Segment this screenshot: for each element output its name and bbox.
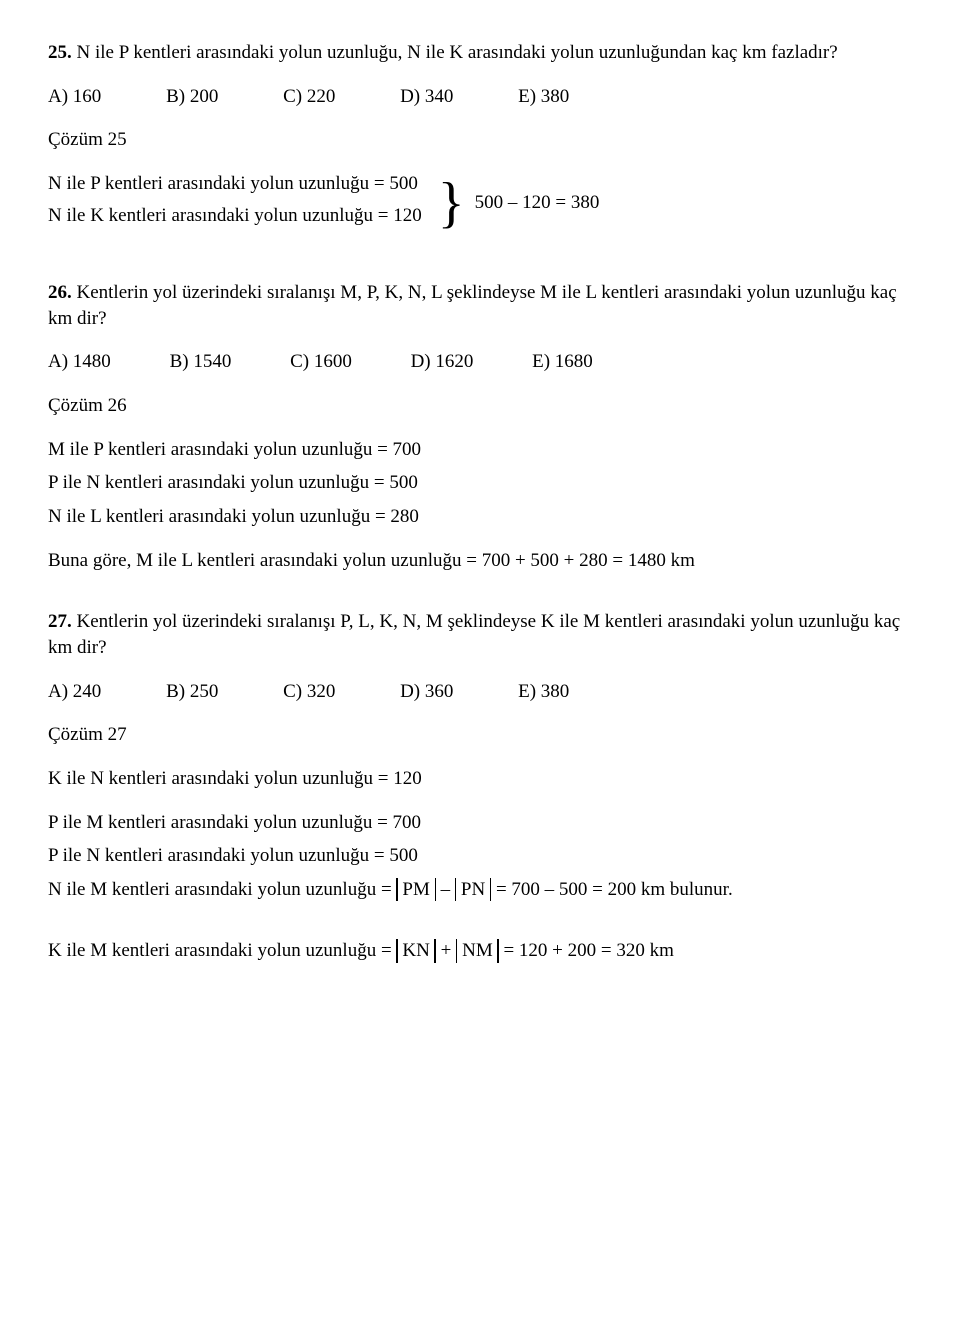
- q27-opt-b: B) 250: [166, 679, 218, 705]
- q27-line2: P ile M kentleri arasındaki yolun uzunlu…: [48, 810, 912, 836]
- q26-opt-a: A) 1480: [48, 349, 111, 375]
- q26-line1: M ile P kentleri arasındaki yolun uzunlu…: [48, 437, 912, 463]
- q27-opt-c: C) 320: [283, 679, 335, 705]
- q27-opt-e: E) 380: [518, 679, 569, 705]
- q26-line2: P ile N kentleri arasındaki yolun uzunlu…: [48, 470, 912, 496]
- q27-km-line: K ile M kentleri arasındaki yolun uzunlu…: [48, 938, 912, 964]
- abs-pm: PM: [396, 877, 435, 903]
- q25-opt-b: B) 200: [166, 84, 218, 110]
- q26-number: 26.: [48, 282, 72, 303]
- q25-solution-bracket: N ile P kentleri arasındaki yolun uzunlu…: [48, 171, 912, 234]
- q27-question: 27. Kentlerin yol üzerindeki sıralanışı …: [48, 609, 912, 660]
- q27-km-post: = 120 + 200 = 320 km: [503, 940, 673, 961]
- q26-opt-d: D) 1620: [411, 349, 474, 375]
- q25-diff: 500 – 120 = 380: [475, 190, 600, 216]
- q26-options: A) 1480 B) 1540 C) 1600 D) 1620 E) 1680: [48, 349, 912, 375]
- q27-nm-post: = 700 – 500 = 200 km bulunur.: [496, 879, 733, 900]
- q25-opt-e: E) 380: [518, 84, 569, 110]
- q26-solution-label: Çözüm 26: [48, 393, 912, 419]
- q25-question: 25. N ile P kentleri arasındaki yolun uz…: [48, 40, 912, 66]
- q27-nm-line: N ile M kentleri arasındaki yolun uzunlu…: [48, 877, 912, 903]
- q26-text: Kentlerin yol üzerindeki sıralanışı M, P…: [48, 282, 897, 329]
- q25-number: 25.: [48, 42, 72, 63]
- q27-km-pre: K ile M kentleri arasındaki yolun uzunlu…: [48, 940, 396, 961]
- q26-opt-e: E) 1680: [532, 349, 593, 375]
- q26-sum: Buna göre, M ile L kentleri arasındaki y…: [48, 548, 912, 574]
- minus-sign: –: [441, 879, 455, 900]
- q26-question: 26. Kentlerin yol üzerindeki sıralanışı …: [48, 280, 912, 331]
- q27-number: 27.: [48, 611, 72, 632]
- q27-line1: K ile N kentleri arasındaki yolun uzunlu…: [48, 766, 912, 792]
- q27-line3: P ile N kentleri arasındaki yolun uzunlu…: [48, 843, 912, 869]
- q27-nm-pre: N ile M kentleri arasındaki yolun uzunlu…: [48, 879, 396, 900]
- q27-text: Kentlerin yol üzerindeki sıralanışı P, L…: [48, 611, 900, 658]
- q25-opt-a: A) 160: [48, 84, 101, 110]
- q27-solution-label: Çözüm 27: [48, 722, 912, 748]
- q26-opt-c: C) 1600: [290, 349, 352, 375]
- q26-line3: N ile L kentleri arasındaki yolun uzunlu…: [48, 504, 912, 530]
- plus-sign: +: [441, 940, 456, 961]
- q25-solution-label: Çözüm 25: [48, 127, 912, 153]
- abs-nm: NM: [456, 938, 499, 964]
- q25-text: N ile P kentleri arasındaki yolun uzunlu…: [77, 42, 838, 63]
- abs-pn: PN: [455, 877, 491, 903]
- q26-opt-b: B) 1540: [170, 349, 232, 375]
- q25-line1: N ile P kentleri arasındaki yolun uzunlu…: [48, 171, 422, 197]
- q25-options: A) 160 B) 200 C) 220 D) 340 E) 380: [48, 84, 912, 110]
- q25-opt-c: C) 220: [283, 84, 335, 110]
- brace-icon: }: [438, 175, 465, 231]
- q27-options: A) 240 B) 250 C) 320 D) 360 E) 380: [48, 679, 912, 705]
- abs-kn: KN: [396, 938, 435, 964]
- q27-opt-a: A) 240: [48, 679, 101, 705]
- q25-line2: N ile K kentleri arasındaki yolun uzunlu…: [48, 203, 422, 229]
- q25-opt-d: D) 340: [400, 84, 453, 110]
- q27-opt-d: D) 360: [400, 679, 453, 705]
